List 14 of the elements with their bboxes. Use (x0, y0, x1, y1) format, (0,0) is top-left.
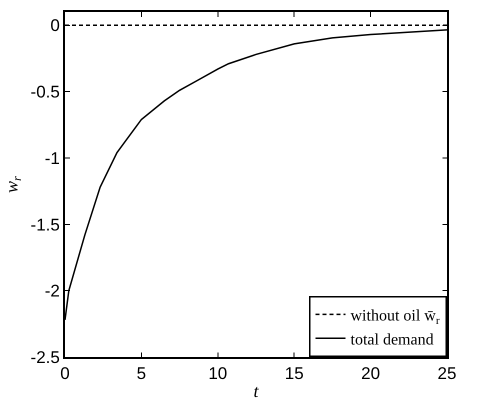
y-tick-label: -0.5 (30, 82, 60, 102)
y-tick-label: -2 (44, 282, 60, 301)
x-tick-label: 10 (208, 364, 228, 384)
y-tick-label: -1.5 (30, 215, 60, 234)
x-tick-label: 15 (284, 364, 304, 384)
legend-label: without oil w̄$_{r}$ (350, 308, 440, 327)
x-axis-title: t (253, 380, 260, 401)
x-tick-label: 25 (438, 364, 456, 384)
y-tick-label: -1 (44, 148, 60, 168)
x-tick-label: 5 (136, 364, 146, 384)
legend-label: total demand (350, 331, 434, 348)
x-tick-label: 20 (361, 364, 380, 384)
y-tick-label: 0 (50, 16, 60, 36)
y-tick-label: -2.5 (30, 348, 60, 367)
